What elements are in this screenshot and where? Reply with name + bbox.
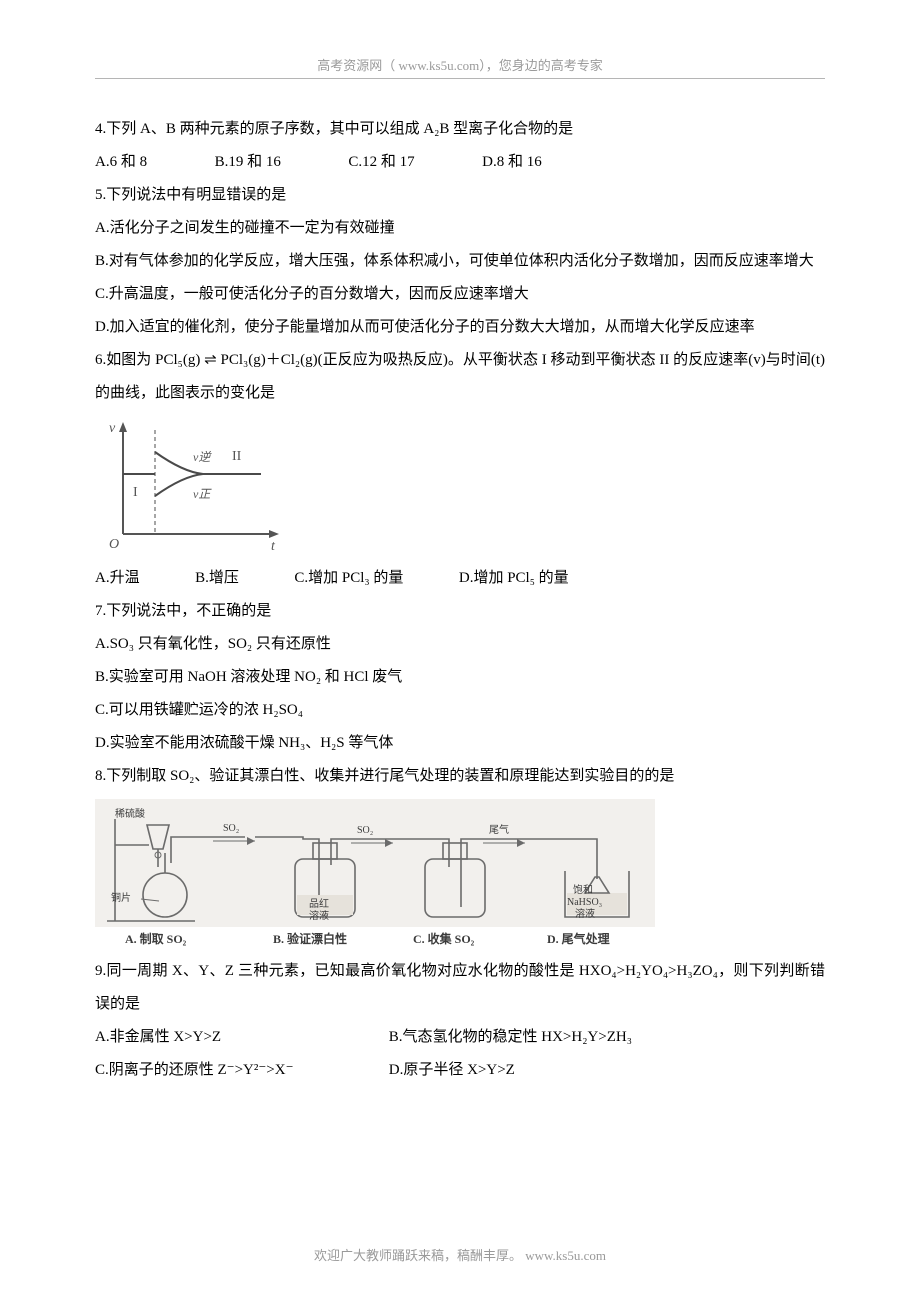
svg-text:SO₂: SO₂: [223, 823, 239, 834]
svg-text:稀硫酸: 稀硫酸: [115, 807, 145, 820]
q9-opt-a: A.非金属性 X>Y>Z: [95, 1021, 385, 1054]
q4-opt-d: D.8 和 16: [482, 146, 542, 179]
svg-text:I: I: [133, 485, 138, 500]
svg-text:品红: 品红: [309, 897, 329, 910]
q6-opt-c: C.增加 PCl₃ 的量: [294, 562, 403, 595]
q9-opt-d: D.原子半径 X>Y>Z: [389, 1054, 515, 1087]
svg-text:D. 尾气处理: D. 尾气处理: [547, 931, 610, 946]
svg-text:C. 收集 SO₂: C. 收集 SO₂: [413, 931, 475, 946]
svg-text:v: v: [109, 421, 116, 436]
q7-opt-d: D.实验室不能用浓硫酸干燥 NH₃、H₂S 等气体: [95, 727, 825, 760]
q8-diagram-svg: 稀硫酸铜片SO₂品红溶液SO₂尾气饱和NaHSO₃溶液A. 制取 SO₂B. 验…: [95, 799, 655, 949]
header-rule: [95, 78, 825, 79]
svg-text:B. 验证漂白性: B. 验证漂白性: [273, 931, 347, 946]
q6-chart: vtOIIIv逆v正: [95, 416, 825, 556]
q6-stem: 6.如图为 PCl₅(g) ⇌ PCl₃(g)＋Cl₂(g)(正反应为吸热反应)…: [95, 344, 825, 410]
q9-row2: C.阴离子的还原性 Z⁻>Y²⁻>X⁻ D.原子半径 X>Y>Z: [95, 1054, 825, 1087]
q6-arrow: ⇌: [204, 352, 217, 368]
svg-text:尾气: 尾气: [489, 823, 509, 836]
page-footer: 欢迎广大教师踊跃来稿，稿酬丰厚。 www.ks5u.com: [0, 1245, 920, 1264]
svg-text:溶液: 溶液: [575, 907, 595, 920]
q4-options: A.6 和 8 B.19 和 16 C.12 和 17 D.8 和 16: [95, 146, 825, 179]
q4-stem: 4.下列 A、B 两种元素的原子序数，其中可以组成 A₂B 型离子化合物的是: [95, 113, 825, 146]
q7-opt-b: B.实验室可用 NaOH 溶液处理 NO₂ 和 HCl 废气: [95, 661, 825, 694]
q5-opt-b: B.对有气体参加的化学反应，增大压强，体系体积减小，可使单位体积内活化分子数增加…: [95, 245, 825, 278]
q6-chart-svg: vtOIIIv逆v正: [95, 416, 285, 556]
q8-stem: 8.下列制取 SO₂、验证其漂白性、收集并进行尾气处理的装置和原理能达到实验目的…: [95, 760, 825, 793]
q5-opt-c: C.升高温度，一般可使活化分子的百分数增大，因而反应速率增大: [95, 278, 825, 311]
q5-opt-a: A.活化分子之间发生的碰撞不一定为有效碰撞: [95, 212, 825, 245]
svg-text:II: II: [232, 449, 242, 464]
svg-text:t: t: [271, 539, 276, 554]
q9-opt-b: B.气态氢化物的稳定性 HX>H₂Y>ZH₃: [389, 1021, 632, 1054]
svg-text:铜片: 铜片: [111, 891, 131, 904]
q6-options: A.升温 B.增压 C.增加 PCl₃ 的量 D.增加 PCl₅ 的量: [95, 562, 825, 595]
q4-opt-a: A.6 和 8: [95, 146, 147, 179]
svg-text:NaHSO₃: NaHSO₃: [567, 897, 602, 908]
svg-text:O: O: [109, 537, 119, 552]
svg-text:SO₂: SO₂: [357, 825, 373, 836]
q6-stem-a: 6.如图为 PCl₅(g): [95, 352, 200, 368]
q5-stem: 5.下列说法中有明显错误的是: [95, 179, 825, 212]
q7-stem: 7.下列说法中，不正确的是: [95, 595, 825, 628]
q5-opt-d: D.加入适宜的催化剂，使分子能量增加从而可使活化分子的百分数大大增加，从而增大化…: [95, 311, 825, 344]
q6-opt-b: B.增压: [195, 562, 239, 595]
q6-opt-a: A.升温: [95, 562, 140, 595]
q9-opt-c: C.阴离子的还原性 Z⁻>Y²⁻>X⁻: [95, 1054, 385, 1087]
svg-text:溶液: 溶液: [309, 909, 329, 922]
q9-row1: A.非金属性 X>Y>Z B.气态氢化物的稳定性 HX>H₂Y>ZH₃: [95, 1021, 825, 1054]
svg-text:v正: v正: [193, 487, 212, 501]
q8-diagram: 稀硫酸铜片SO₂品红溶液SO₂尾气饱和NaHSO₃溶液A. 制取 SO₂B. 验…: [95, 799, 825, 949]
q4-opt-b: B.19 和 16: [215, 146, 281, 179]
svg-text:饱和: 饱和: [573, 884, 593, 896]
q7-opt-c: C.可以用铁罐贮运冷的浓 H₂SO₄: [95, 694, 825, 727]
q4-opt-c: C.12 和 17: [348, 146, 414, 179]
q7-opt-a: A.SO₃ 只有氧化性，SO₂ 只有还原性: [95, 628, 825, 661]
q9-stem: 9.同一周期 X、Y、Z 三种元素，已知最高价氧化物对应水化物的酸性是 HXO₄…: [95, 955, 825, 1021]
svg-text:v逆: v逆: [193, 450, 212, 464]
page-header: 高考资源网（ www.ks5u.com），您身边的高考专家: [95, 55, 825, 74]
q6-opt-d: D.增加 PCl₅ 的量: [459, 562, 569, 595]
svg-text:A. 制取 SO₂: A. 制取 SO₂: [125, 931, 187, 946]
